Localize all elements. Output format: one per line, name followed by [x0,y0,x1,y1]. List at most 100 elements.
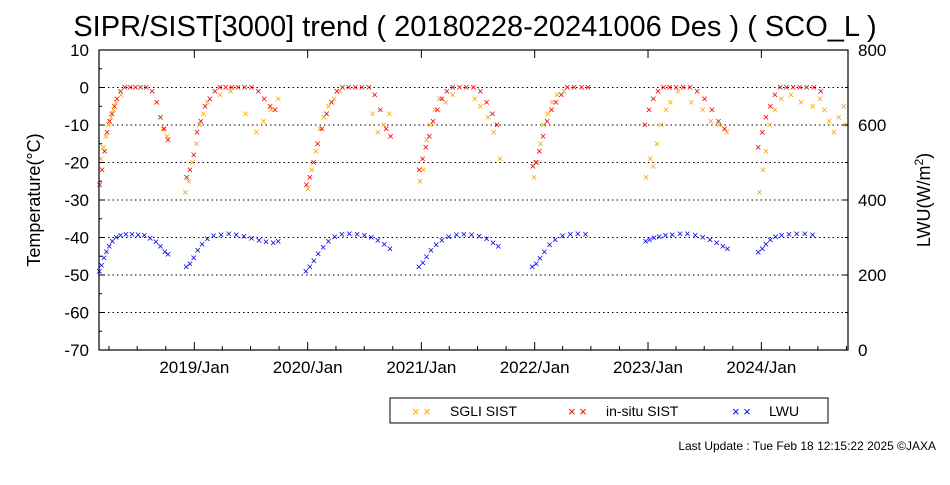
data-point: × [123,229,129,241]
data-point: × [103,131,109,143]
data-point: × [207,93,213,105]
data-point: × [204,97,210,109]
data-point: × [314,138,320,150]
data-point: × [540,120,546,132]
data-point: × [303,266,309,278]
data-point: × [186,176,192,188]
y-tick-label: -70 [64,341,89,360]
legend-marker-sgli: × × [412,404,431,419]
data-point: × [117,230,123,242]
data-point: × [198,116,204,128]
data-point: × [122,82,128,94]
data-point: × [430,116,436,128]
data-point: × [456,82,462,94]
data-point: × [337,86,343,98]
data-point: × [339,82,345,94]
data-point: × [426,131,432,143]
chart-title: SIPR/SIST[3000] trend ( 20180228-2024100… [73,11,876,43]
data-point: × [561,86,567,98]
data-point: × [113,232,119,244]
y2-tick-label: 400 [858,191,886,210]
data-point: × [544,108,550,120]
data-point: × [331,93,337,105]
data-point: × [701,93,707,105]
data-point: × [756,187,762,199]
data-point: × [564,82,570,94]
y-tick-label: -30 [64,191,89,210]
data-point: × [767,234,773,246]
x-tick-label: 2020/Jan [273,358,343,377]
data-point: × [256,235,262,247]
data-point: × [263,237,269,249]
data-point: × [567,229,573,241]
y-tick-label: -60 [64,304,89,323]
y2-axis-label: LWU(W/m2) [912,153,934,247]
data-point: × [571,82,577,94]
data-point: × [431,105,437,117]
x-tick-label: 2024/Jan [726,358,796,377]
data-point: × [650,93,656,105]
data-point: × [331,231,337,243]
data-point: × [372,90,378,102]
data-point: × [720,241,726,253]
data-point: × [548,105,554,117]
data-point: × [477,101,483,113]
data-point: × [699,232,705,244]
y-tick-label: 10 [70,41,89,60]
data-point: × [821,105,827,117]
data-point: × [98,153,104,165]
data-point: × [716,120,722,132]
y2-tick-label: 600 [858,116,886,135]
data-point: × [368,232,374,244]
data-point: × [101,253,107,265]
data-point: × [707,235,713,247]
data-point: × [489,108,495,120]
last-update-text: Last Update : Tue Feb 18 12:15:22 2025 ©… [678,439,936,453]
data-point: × [541,246,547,258]
data-point: × [241,82,247,94]
data-point: × [495,241,501,253]
data-point: × [187,258,193,270]
data-point: × [310,157,316,169]
data-point: × [317,123,323,135]
legend-box [389,397,829,424]
data-point: × [759,243,765,255]
data-point: × [377,105,383,117]
data-point: × [200,108,206,120]
data-point: × [117,86,123,98]
x-tick-label: 2019/Jan [159,358,229,377]
data-point: × [160,123,166,135]
data-point: × [105,120,111,132]
data-point: × [763,239,769,251]
data-point: × [809,229,815,241]
data-point: × [111,101,117,113]
series-in-situ-sist: ××××××××××××× × ×××××××××××××× × × × × × ×××××××… [96,82,823,192]
data-point: × [428,245,434,257]
data-point: × [669,229,675,241]
data-point: × [647,153,653,165]
y-tick-label: 0 [80,79,89,98]
data-point: × [497,153,503,165]
y2-tick-label: 800 [858,41,886,60]
data-point: × [386,108,392,120]
data-point: × [315,249,321,261]
data-point: × [675,86,681,98]
data-point: × [660,82,666,94]
data-point: × [381,239,387,251]
data-point: × [165,249,171,261]
data-point: × [141,230,147,242]
data-point: × [275,93,281,105]
y2-tick-label: 200 [858,266,886,285]
data-point: × [724,243,730,255]
data-point: × [483,97,489,109]
data-point: × [190,150,196,162]
data-point: × [212,86,218,98]
data-point: × [308,165,314,177]
data-point: × [339,229,345,241]
data-point: × [840,101,846,113]
data-point: × [235,82,241,94]
data-point: × [755,247,761,259]
data-point: × [109,108,115,120]
data-point: × [182,187,188,199]
